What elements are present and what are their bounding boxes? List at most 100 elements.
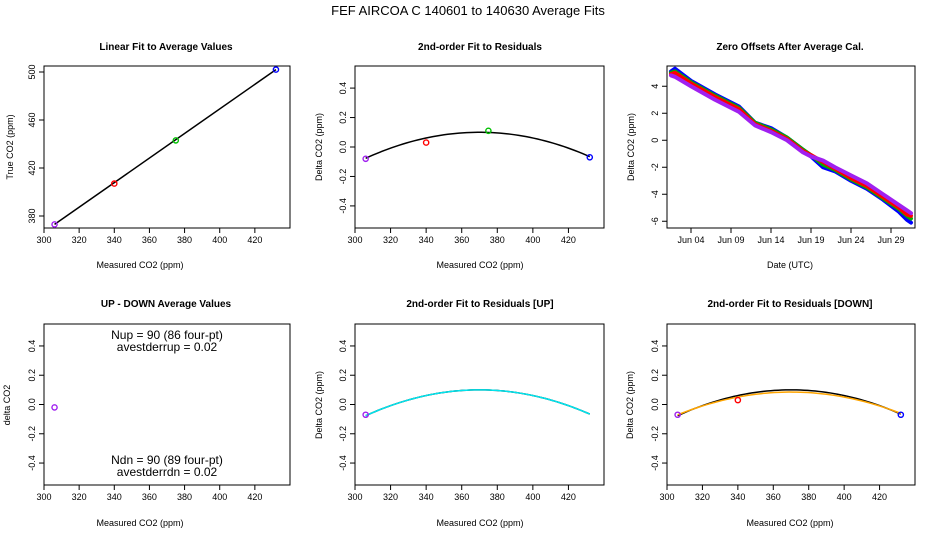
x-axis-label: Measured CO2 (ppm) — [436, 260, 523, 270]
y-tick-label: 0.4 — [27, 340, 37, 353]
y-tick-label: 460 — [27, 112, 37, 127]
x-tick-label: 400 — [837, 492, 852, 502]
x-tick-label: 320 — [695, 492, 710, 502]
plot-data — [365, 131, 591, 159]
y-axis-label: delta CO2 — [2, 385, 12, 426]
x-tick-label: 400 — [525, 492, 540, 502]
fit-curve — [365, 389, 591, 417]
data-point — [51, 404, 58, 411]
y-tick-label: 0.0 — [27, 398, 37, 411]
y-axis-label: Delta CO2 (ppm) — [626, 113, 636, 181]
y-tick-label: -0.2 — [650, 426, 660, 442]
x-tick-label: Jun 04 — [677, 235, 704, 245]
y-tick-label: -0.2 — [338, 169, 348, 185]
x-tick-label: 300 — [347, 235, 362, 245]
plot-data — [669, 66, 913, 225]
x-axis-label: Measured CO2 (ppm) — [436, 518, 523, 528]
x-tick-label: 360 — [454, 235, 469, 245]
fit-curve — [365, 131, 591, 159]
plot-data — [365, 389, 591, 417]
x-tick-label: 420 — [872, 492, 887, 502]
y-tick-label: -0.2 — [338, 426, 348, 442]
panel-title: Linear Fit to Average Values — [99, 42, 233, 53]
x-axis-label: Measured CO2 (ppm) — [746, 518, 833, 528]
plot-data — [54, 68, 277, 226]
x-tick-label: 380 — [490, 492, 505, 502]
x-tick-label: 420 — [561, 235, 576, 245]
y-axis-label: True CO2 (ppm) — [5, 114, 15, 179]
x-tick-label: 360 — [142, 492, 157, 502]
y-tick-label: 4 — [650, 84, 660, 89]
x-tick-label: 320 — [72, 492, 87, 502]
data-point — [897, 411, 905, 419]
x-tick-label: Jun 09 — [717, 235, 744, 245]
y-tick-label: 0.4 — [650, 340, 660, 353]
x-axis-label: Date (UTC) — [767, 260, 813, 270]
y-tick-label: -0.4 — [338, 455, 348, 471]
data-point — [362, 411, 369, 419]
plot-frame — [666, 65, 916, 229]
panel-residuals: 2nd-order Fit to Residuals Measured CO2 … — [314, 42, 605, 270]
x-tick-label: 360 — [142, 235, 157, 245]
y-axis-label: Delta CO2 (ppm) — [314, 371, 324, 439]
panel-title: Zero Offsets After Average Cal. — [716, 42, 863, 53]
plot-data — [677, 389, 902, 417]
panel-title: 2nd-order Fit to Residuals [UP] — [406, 299, 553, 310]
y-tick-label: 0.2 — [650, 369, 660, 382]
annotation-avestderrdn: avestderrdn = 0.02 — [117, 465, 218, 479]
y-tick-label: 0.2 — [338, 111, 348, 124]
y-tick-label: 0 — [650, 138, 660, 143]
y-tick-label: 380 — [27, 208, 37, 223]
x-tick-label: 320 — [383, 235, 398, 245]
x-tick-label: 380 — [490, 235, 505, 245]
panel-title: UP - DOWN Average Values — [101, 299, 232, 310]
y-tick-label: 0.4 — [338, 340, 348, 353]
x-tick-label: Jun 14 — [757, 235, 784, 245]
fit-curve — [677, 389, 902, 417]
fit-line — [54, 68, 277, 226]
offset-series-line — [669, 73, 913, 216]
y-tick-label: -0.4 — [338, 198, 348, 214]
x-tick-label: 400 — [525, 235, 540, 245]
x-tick-label: Jun 29 — [877, 235, 904, 245]
x-axis-label: Measured CO2 (ppm) — [96, 518, 183, 528]
x-tick-label: 400 — [212, 235, 227, 245]
x-tick-label: 300 — [36, 492, 51, 502]
x-tick-label: 300 — [36, 235, 51, 245]
data-point — [422, 139, 430, 146]
annotation-ndn: Ndn = 90 (89 four-pt) — [111, 453, 223, 467]
y-axis-label: Delta CO2 (ppm) — [625, 371, 635, 439]
y-tick-label: -0.4 — [27, 455, 37, 471]
y-tick-label: -4 — [650, 190, 660, 198]
data-point — [586, 154, 594, 161]
x-axis-label: Measured CO2 (ppm) — [96, 260, 183, 270]
panel-linear-fit: Linear Fit to Average Values Measured CO… — [5, 42, 291, 270]
panel-up-down: UP - DOWN Average Values Measured CO2 (p… — [2, 299, 291, 528]
x-tick-label: 380 — [177, 492, 192, 502]
data-point — [485, 127, 492, 135]
x-tick-label: 360 — [454, 492, 469, 502]
data-point — [362, 155, 369, 163]
y-tick-label: -6 — [650, 217, 660, 225]
fit-curve — [677, 391, 902, 416]
x-tick-label: 320 — [383, 492, 398, 502]
x-tick-label: 380 — [177, 235, 192, 245]
x-tick-label: Jun 24 — [837, 235, 864, 245]
annotation-nup: Nup = 90 (86 four-pt) — [111, 328, 223, 342]
y-tick-label: 0.2 — [338, 369, 348, 382]
y-tick-label: 500 — [27, 64, 37, 79]
annotation-avestderrup: avestderrup = 0.02 — [117, 340, 218, 354]
y-tick-label: -0.4 — [650, 455, 660, 471]
data-point — [272, 66, 280, 73]
x-tick-label: 340 — [419, 492, 434, 502]
data-point — [674, 411, 681, 419]
data-point — [734, 396, 742, 404]
y-tick-label: 420 — [27, 160, 37, 175]
x-tick-label: 420 — [247, 492, 262, 502]
y-tick-label: 0.0 — [650, 398, 660, 411]
y-tick-label: 0.0 — [338, 398, 348, 411]
x-tick-label: 320 — [72, 235, 87, 245]
y-axis-label: Delta CO2 (ppm) — [314, 113, 324, 181]
